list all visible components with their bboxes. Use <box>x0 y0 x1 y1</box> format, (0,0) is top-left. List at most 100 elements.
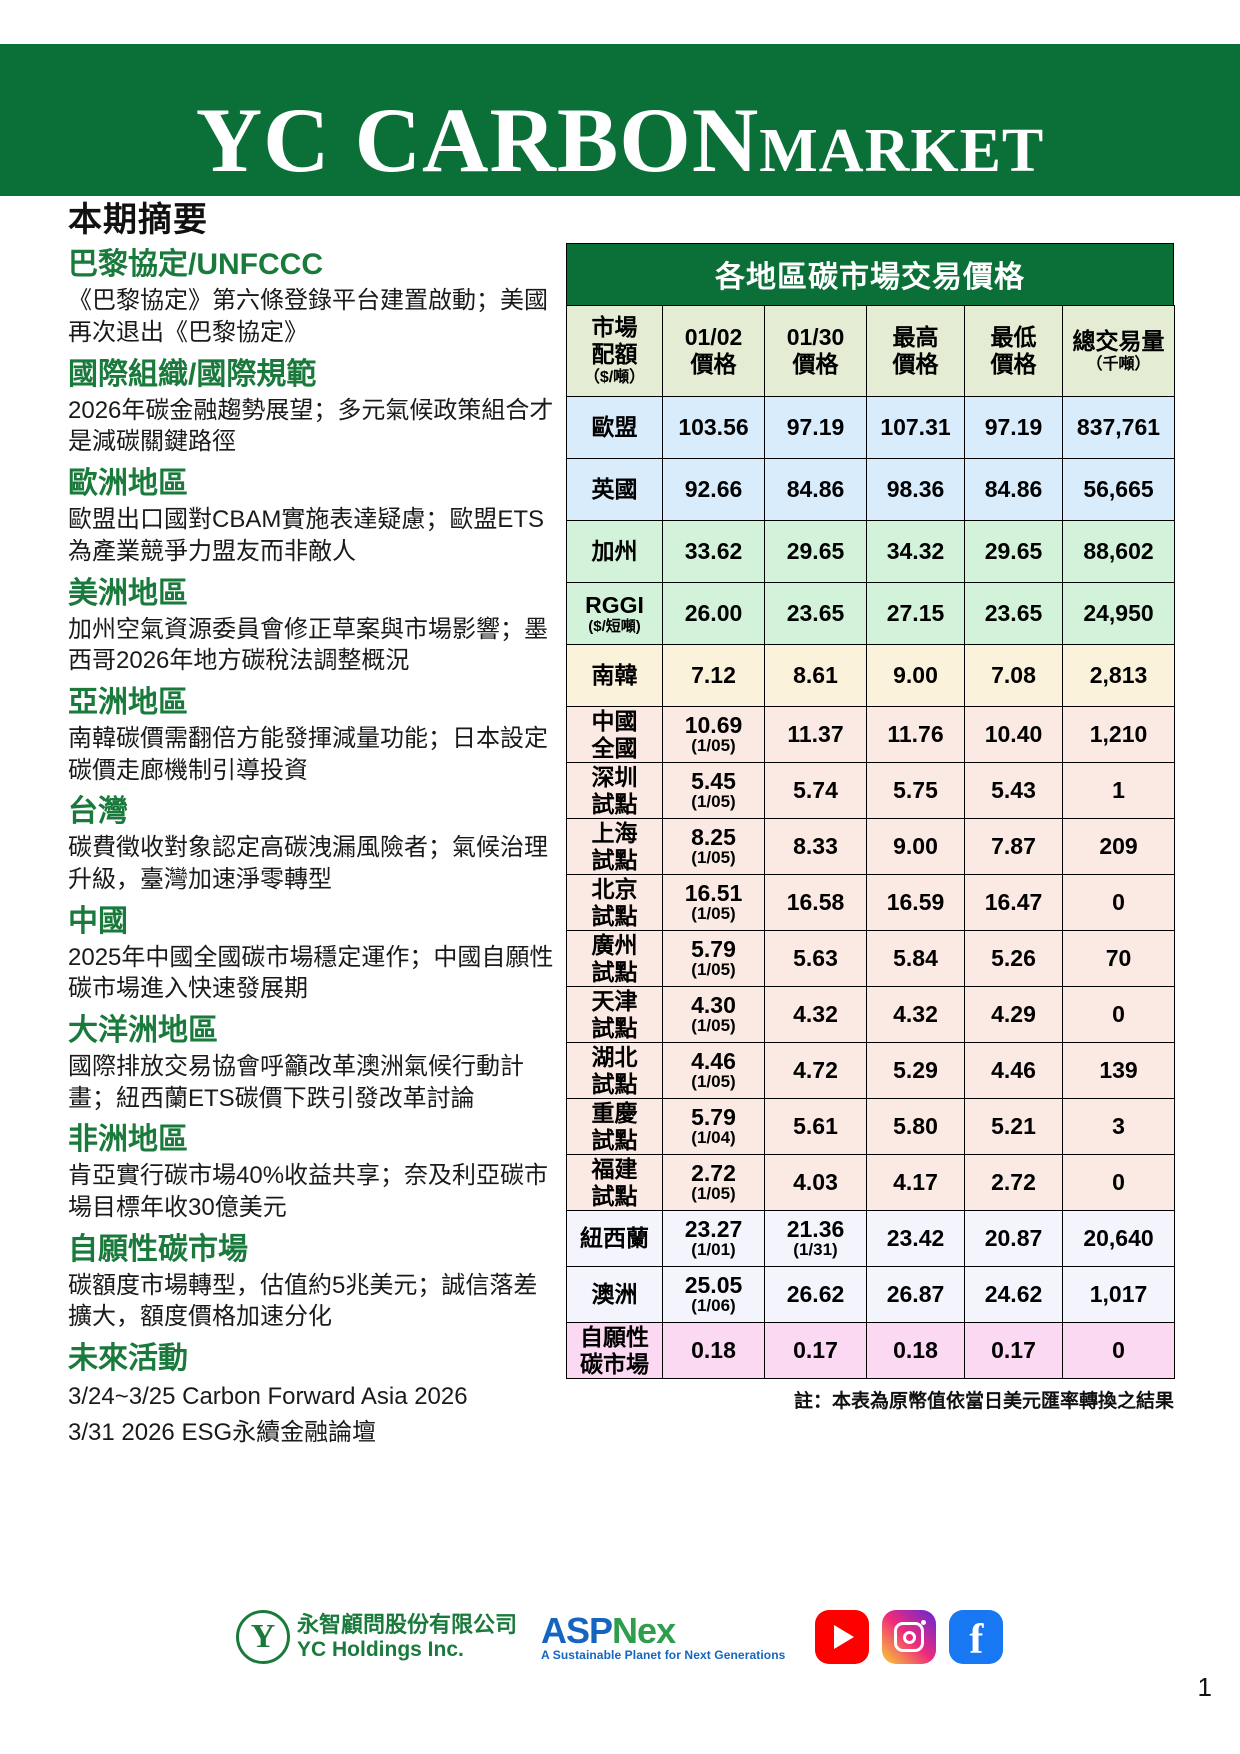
cell-close-price: 0.17 <box>764 1322 867 1380</box>
upcoming-events-section: 未來活動 3/24~3/25 Carbon Forward Asia 2026 … <box>68 1339 558 1450</box>
table-row: 上海 試點 8.25 (1/05) 8.33 9.00 7.87 209 <box>566 818 1175 876</box>
cell-high-price: 16.59 <box>866 874 965 932</box>
column-header-open: 01/02 價格 <box>662 304 765 398</box>
cell-low-price: 24.62 <box>964 1266 1063 1324</box>
cell-close-price: 29.65 <box>764 520 867 584</box>
section-heading: 國際組織/國際規範 <box>68 357 317 391</box>
social-links: f <box>815 1610 1004 1664</box>
cell-close-price: 5.63 <box>764 930 867 988</box>
yc-company-name-en: YC Holdings Inc. <box>297 1637 464 1661</box>
section-body: 肯亞實行碳市場40%收益共享；奈及利亞碳市場目標年收30億美元 <box>68 1162 549 1221</box>
cell-high-price: 5.29 <box>866 1042 965 1100</box>
section-body: 碳費徵收對象認定高碳洩漏風險者；氣候治理升級，臺灣加速淨零轉型 <box>68 834 548 893</box>
summary-column: 本期摘要 巴黎協定/UNFCCC 《巴黎協定》第六條登錄平台建置啟動；美國再次退… <box>68 200 558 1453</box>
page-title: YC CARBONMARKET <box>0 94 1240 186</box>
cell-volume: 0 <box>1062 1154 1175 1212</box>
cell-volume: 837,761 <box>1062 396 1175 460</box>
cell-close-price: 4.03 <box>764 1154 867 1212</box>
section-heading: 歐洲地區 <box>68 467 188 501</box>
table-row: 加州 33.62 29.65 34.32 29.65 88,602 <box>566 520 1175 584</box>
cell-high-price: 34.32 <box>866 520 965 584</box>
cell-market: 紐西蘭 <box>566 1210 663 1268</box>
cell-market: 自願性 碳市場 <box>566 1322 663 1380</box>
cell-open-price: 23.27 (1/01) <box>662 1210 765 1268</box>
cell-low-price: 10.40 <box>964 706 1063 764</box>
summary-section: 歐洲地區 歐盟出口國對CBAM實施表達疑慮；歐盟ETS為產業競爭力盟友而非敵人 <box>68 464 558 567</box>
summary-heading: 本期摘要 <box>68 201 208 239</box>
cell-market: 中國 全國 <box>566 706 663 764</box>
cell-low-price: 7.08 <box>964 644 1063 708</box>
cell-high-price: 9.00 <box>866 644 965 708</box>
cell-market: 歐盟 <box>566 396 663 460</box>
youtube-icon[interactable] <box>815 1610 870 1664</box>
cell-high-price: 4.17 <box>866 1154 965 1212</box>
cell-open-price: 4.30 (1/05) <box>662 986 765 1044</box>
cell-high-price: 26.87 <box>866 1266 965 1324</box>
table-row: 重慶 試點 5.79 (1/04) 5.61 5.80 5.21 3 <box>566 1098 1175 1156</box>
cell-high-price: 0.18 <box>866 1322 965 1380</box>
cell-high-price: 4.32 <box>866 986 965 1044</box>
cell-high-price: 27.15 <box>866 582 965 646</box>
section-heading: 自願性碳市場 <box>68 1232 248 1266</box>
cell-low-price: 5.21 <box>964 1098 1063 1156</box>
instagram-icon[interactable] <box>882 1610 937 1664</box>
cell-low-price: 84.86 <box>964 458 1063 522</box>
table-row: 北京 試點 16.51 (1/05) 16.58 16.59 16.47 0 <box>566 874 1175 932</box>
summary-section: 大洋洲地區 國際排放交易協會呼籲改革澳洲氣候行動計畫；紐西蘭ETS碳價下跌引發改… <box>68 1011 558 1114</box>
cell-low-price: 4.46 <box>964 1042 1063 1100</box>
cell-market: 澳洲 <box>566 1266 663 1324</box>
cell-market: 北京 試點 <box>566 874 663 932</box>
table-row: 湖北 試點 4.46 (1/05) 4.72 5.29 4.46 139 <box>566 1042 1175 1100</box>
cell-market: 上海 試點 <box>566 818 663 876</box>
cell-close-price: 5.61 <box>764 1098 867 1156</box>
event-item: 3/31 2026 ESG永續金融論壇 <box>68 1418 377 1446</box>
cell-open-price: 25.05 (1/06) <box>662 1266 765 1324</box>
section-body: 碳額度市場轉型，估值約5兆美元；誠信落差擴大，額度價格加速分化 <box>68 1271 538 1331</box>
footer: 永智顧問股份有限公司 YC Holdings Inc. ASPNex A Sus… <box>0 1610 1240 1754</box>
table-row: RGGI ($/短噸) 26.00 23.65 27.15 23.65 24,950 <box>566 582 1175 646</box>
cell-market: 英國 <box>566 458 663 522</box>
section-body: 2025年中國全國碳市場穩定運作；中國自願性碳市場進入快速發展期 <box>68 943 554 1003</box>
table-row: 天津 試點 4.30 (1/05) 4.32 4.32 4.29 0 <box>566 986 1175 1044</box>
section-body: 南韓碳價需翻倍方能發揮減量功能；日本設定碳價走廊機制引導投資 <box>68 724 548 784</box>
summary-section: 自願性碳市場 碳額度市場轉型，估值約5兆美元；誠信落差擴大，額度價格加速分化 <box>68 1230 558 1333</box>
section-body: 2026年碳金融趨勢展望；多元氣候政策組合才是減碳關鍵路徑 <box>68 396 554 456</box>
cell-open-price: 26.00 <box>662 582 765 646</box>
cell-market: 湖北 試點 <box>566 1042 663 1100</box>
cell-close-price: 23.65 <box>764 582 867 646</box>
cell-low-price: 23.65 <box>964 582 1063 646</box>
table-row: 歐盟 103.56 97.19 107.31 97.19 837,761 <box>566 396 1175 460</box>
cell-volume: 0 <box>1062 986 1175 1044</box>
cell-high-price: 9.00 <box>866 818 965 876</box>
facebook-icon[interactable]: f <box>949 1610 1004 1664</box>
cell-low-price: 97.19 <box>964 396 1063 460</box>
table-row: 深圳 試點 5.45 (1/05) 5.74 5.75 5.43 1 <box>566 762 1175 820</box>
cell-open-price: 5.79 (1/04) <box>662 1098 765 1156</box>
cell-high-price: 5.80 <box>866 1098 965 1156</box>
cell-low-price: 0.17 <box>964 1322 1063 1380</box>
column-header-close: 01/30 價格 <box>764 304 867 398</box>
cell-open-price: 92.66 <box>662 458 765 522</box>
cell-market: 廣州 試點 <box>566 930 663 988</box>
header-unit: （千噸） <box>1086 355 1151 373</box>
cell-market: 加州 <box>566 520 663 584</box>
section-heading: 大洋洲地區 <box>68 1013 218 1047</box>
section-body: 加州空氣資源委員會修正草案與市場影響；墨西哥2026年地方碳稅法調整概況 <box>68 615 548 675</box>
summary-section: 中國 2025年中國全國碳市場穩定運作；中國自願性碳市場進入快速發展期 <box>68 902 558 1005</box>
summary-section: 亞洲地區 南韓碳價需翻倍方能發揮減量功能；日本設定碳價走廊機制引導投資 <box>68 683 558 786</box>
cell-open-price: 2.72 (1/05) <box>662 1154 765 1212</box>
cell-open-price: 8.25 (1/05) <box>662 818 765 876</box>
cell-open-price: 16.51 (1/05) <box>662 874 765 932</box>
yc-company-name-zh: 永智顧問股份有限公司 <box>297 1611 518 1637</box>
cell-volume: 209 <box>1062 818 1175 876</box>
cell-high-price: 5.75 <box>866 762 965 820</box>
section-heading: 非洲地區 <box>68 1123 188 1157</box>
aspnex-name-b: Nex <box>612 1610 676 1652</box>
cell-market: 深圳 試點 <box>566 762 663 820</box>
section-body: 歐盟出口國對CBAM實施表達疑慮；歐盟ETS為產業競爭力盟友而非敵人 <box>68 506 545 565</box>
cell-high-price: 5.84 <box>866 930 965 988</box>
cell-close-price: 21.36 (1/31) <box>764 1210 867 1268</box>
aspnex-tagline: A Sustainable Planet for Next Generation… <box>541 1648 786 1663</box>
cell-volume: 56,665 <box>1062 458 1175 522</box>
